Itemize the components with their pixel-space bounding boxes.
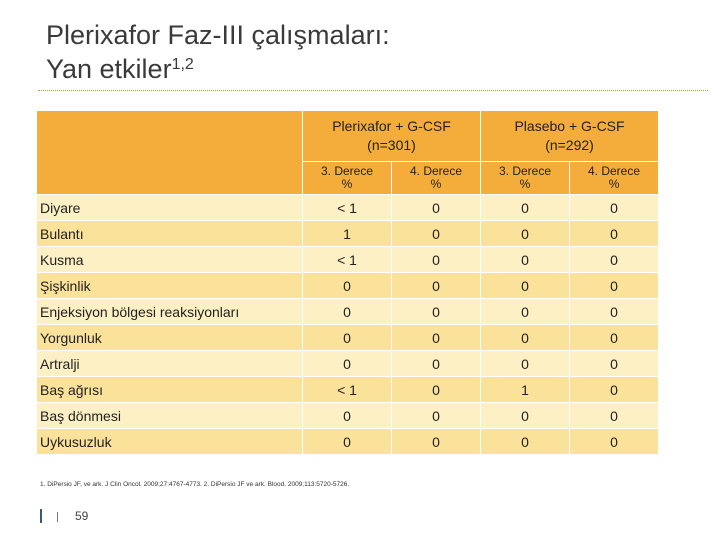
- row-label: Artralji: [36, 350, 303, 377]
- table-cell: 0: [480, 298, 571, 325]
- table-cell: 0: [390, 402, 482, 429]
- table-cell: 0: [569, 324, 660, 351]
- table-cell: 0: [390, 194, 482, 221]
- table-cell: 0: [569, 428, 660, 455]
- row-label: Uykusuzluk: [36, 428, 303, 455]
- footer-accent-bar: [40, 509, 42, 523]
- table-cell: 0: [569, 376, 660, 403]
- footer-divider: [57, 512, 58, 522]
- title-superscript: 1,2: [171, 56, 194, 73]
- table-cell: 0: [390, 220, 482, 247]
- title-line-2: Yan etkiler1,2: [46, 52, 390, 86]
- sub-header-cell: 4. Derece%: [569, 161, 660, 195]
- table-cell: 0: [390, 272, 482, 299]
- sub-header-unit: %: [341, 177, 353, 191]
- table-cell: 0: [569, 220, 660, 247]
- table-cell: 0: [480, 402, 571, 429]
- group-header-n: (n=292): [545, 137, 594, 153]
- sub-header-label: 3. Derece: [499, 164, 552, 178]
- table-cell: < 1: [302, 246, 392, 273]
- table-cell: 0: [480, 220, 571, 247]
- group-header-label: Plerixafor + G-CSF: [332, 118, 451, 134]
- sub-header-cell: 3. Derece%: [302, 161, 392, 195]
- row-label: Diyare: [36, 194, 303, 221]
- sub-header-cell: 4. Derece%: [390, 161, 482, 195]
- group-header-row: Plerixafor + G-CSF (n=301) Plasebo + G-C…: [36, 110, 660, 195]
- table-cell: 0: [390, 350, 482, 377]
- table-row: Baş dönmesi 0 0 0 0: [36, 402, 660, 429]
- title-line-1: Plerixafor Faz-III çalışmaları:: [46, 20, 390, 50]
- row-label: Yorgunluk: [36, 324, 303, 351]
- page-number: 59: [75, 509, 89, 523]
- table-cell: 0: [480, 246, 571, 273]
- sub-header-unit: %: [608, 177, 620, 191]
- sub-header-label: 4. Derece: [409, 164, 463, 178]
- table-cell: < 1: [302, 194, 392, 221]
- row-label: Enjeksiyon bölgesi reaksiyonları: [36, 298, 303, 325]
- table-cell: 0: [302, 428, 392, 455]
- table-cell: 0: [480, 272, 571, 299]
- table-cell: 0: [569, 298, 660, 325]
- sub-header-label: 4. Derece: [588, 164, 641, 178]
- table-body: Plerixafor + G-CSF (n=301) Plasebo + G-C…: [36, 110, 660, 455]
- table-cell: 0: [569, 350, 660, 377]
- side-effects-table: Plerixafor + G-CSF (n=301) Plasebo + G-C…: [36, 110, 660, 455]
- table-cell: 1: [480, 376, 571, 403]
- table-row: Şişkinlik 0 0 0 0: [36, 272, 660, 299]
- sub-header-row: 3. Derece% 4. Derece% 3. Derece% 4. Dere…: [37, 161, 660, 195]
- table-cell: 0: [302, 298, 392, 325]
- table-cell: 0: [302, 350, 392, 377]
- table-cell: 0: [480, 428, 571, 455]
- row-label: Kusma: [36, 246, 303, 273]
- group-header-placebo: Plasebo + G-CSF (n=292): [480, 110, 660, 162]
- row-label: Bulantı: [36, 220, 303, 247]
- sub-header-label: 3. Derece: [320, 164, 374, 178]
- table-cell: 0: [480, 324, 571, 351]
- table-row: Artralji 0 0 0 0: [36, 350, 660, 377]
- references: 1. DiPersio JF, ve ark. J Clin Oncol. 20…: [40, 481, 350, 488]
- table-cell: 0: [302, 324, 392, 351]
- sub-header-cell: 3. Derece%: [480, 161, 571, 195]
- table-cell: < 1: [302, 376, 392, 403]
- group-header-n: (n=301): [367, 137, 416, 153]
- table-row: Yorgunluk 0 0 0 0: [36, 324, 660, 351]
- table-cell: 1: [302, 220, 392, 247]
- group-header-label: Plasebo + G-CSF: [514, 118, 625, 134]
- row-label: Baş ağrısı: [36, 376, 303, 403]
- title-divider: [38, 90, 708, 91]
- header-corner-cell: [36, 110, 303, 195]
- table-cell: 0: [569, 402, 660, 429]
- table-cell: 0: [480, 194, 571, 221]
- table-cell: 0: [302, 272, 392, 299]
- table-cell: 0: [302, 402, 392, 429]
- table-cell: 0: [390, 376, 482, 403]
- sub-header-unit: %: [430, 177, 442, 191]
- table-cell: 0: [569, 246, 660, 273]
- title-line-2-text: Yan etkiler: [46, 54, 172, 84]
- slide-title: Plerixafor Faz-III çalışmaları: Yan etki…: [46, 18, 390, 86]
- table-cell: 0: [480, 350, 571, 377]
- row-label: Baş dönmesi: [36, 402, 303, 429]
- group-header-plerixafor: Plerixafor + G-CSF (n=301): [301, 110, 482, 162]
- table-cell: 0: [390, 324, 482, 351]
- table-row: Uykusuzluk 0 0 0 0: [36, 428, 660, 455]
- sub-header-unit: %: [519, 177, 531, 191]
- table-cell: 0: [569, 272, 660, 299]
- row-label: Şişkinlik: [36, 272, 303, 299]
- table-cell: 0: [390, 428, 482, 455]
- table-row: Bulantı 1 0 0 0: [36, 220, 660, 247]
- table-cell: 0: [390, 246, 482, 273]
- table-cell: 0: [390, 298, 482, 325]
- table-cell: 0: [569, 194, 660, 221]
- table-row: Enjeksiyon bölgesi reaksiyonları 0 0 0 0: [36, 298, 660, 325]
